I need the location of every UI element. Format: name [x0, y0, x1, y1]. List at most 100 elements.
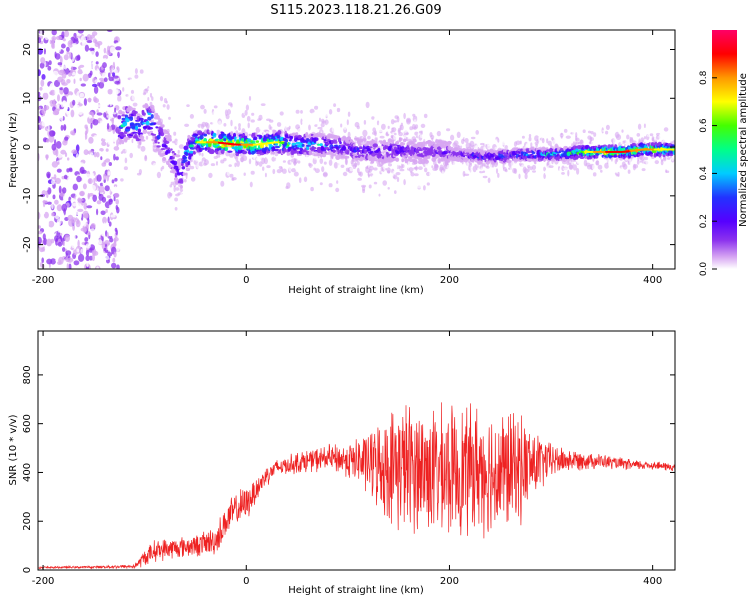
heatmap-cell: [572, 130, 575, 136]
heatmap-cell: [246, 115, 251, 122]
heatmap-cell: [69, 168, 73, 173]
heatmap-cell: [117, 221, 121, 228]
heatmap-cell: [163, 179, 168, 183]
heatmap-cell: [540, 161, 544, 165]
heatmap-cell: [524, 173, 528, 180]
heatmap-cell: [663, 127, 669, 132]
heatmap-cell: [487, 177, 491, 184]
heatmap-cell: [51, 169, 54, 176]
heatmap-cell: [319, 182, 323, 186]
heatmap-cell: [456, 131, 461, 138]
heatmap-cell: [51, 161, 59, 168]
heatmap-cell: [118, 158, 123, 163]
heatmap-cell: [103, 222, 106, 229]
heatmap-cell: [349, 167, 355, 172]
heatmap-cell: [427, 167, 432, 173]
heatmap-cell: [255, 140, 260, 143]
heatmap-cell: [96, 266, 99, 269]
heatmap-cell: [260, 103, 266, 106]
heatmap-cell: [81, 169, 87, 174]
heatmap-cell: [558, 176, 563, 181]
heatmap-cell: [76, 218, 80, 225]
heatmap-cell: [393, 174, 398, 180]
heatmap-cell: [291, 113, 294, 119]
heatmap-cell: [41, 189, 48, 196]
heatmap-cell: [99, 148, 104, 152]
heatmap-cell: [187, 160, 191, 166]
heatmap-cell: [134, 74, 139, 79]
heatmap-cell: [63, 30, 70, 38]
heatmap-cell: [371, 175, 375, 182]
heatmap-cell: [517, 131, 522, 134]
heatmap-cell: [248, 96, 252, 101]
colorbar: 0.00.20.40.60.8 Normalized spectral ampl…: [699, 30, 749, 276]
heatmap-cell: [173, 185, 176, 192]
heatmap-cell: [51, 40, 55, 48]
heatmap-cell: [507, 160, 512, 163]
heatmap-cell: [74, 96, 78, 101]
heatmap-cell: [106, 195, 112, 199]
heatmap-cell: [505, 134, 510, 140]
heatmap-cell: [87, 158, 92, 166]
heatmap-cell: [264, 172, 267, 178]
heatmap-cell: [367, 128, 371, 133]
heatmap-cell: [104, 37, 107, 43]
heatmap-cell: [96, 224, 100, 232]
heatmap-cell: [85, 126, 89, 134]
heatmap-cell: [111, 179, 115, 184]
heatmap-cell: [86, 205, 93, 209]
heatmap-cell: [66, 168, 70, 173]
heatmap-cell: [290, 154, 294, 158]
heatmap-cell: [408, 183, 414, 189]
heatmap-cell: [371, 116, 375, 120]
heatmap-cell: [357, 177, 362, 181]
heatmap-cell: [532, 170, 536, 173]
heatmap-cell: [531, 164, 537, 170]
heatmap-cell: [103, 247, 107, 252]
heatmap-cell: [184, 123, 190, 128]
heatmap-cell: [513, 163, 516, 169]
heatmap-cell: [55, 61, 58, 70]
colorbar-tick-label: 0.2: [699, 214, 709, 228]
heatmap-cell: [75, 153, 80, 161]
heatmap-cell: [398, 132, 403, 137]
heatmap-cell: [302, 168, 307, 174]
heatmap-cell: [138, 117, 144, 121]
heatmap-cell: [314, 105, 319, 110]
heatmap-cell: [88, 136, 94, 144]
heatmap-cell: [38, 190, 43, 195]
heatmap-cell: [52, 233, 55, 239]
heatmap-cell: [76, 248, 80, 253]
heatmap-cell: [609, 164, 615, 168]
heatmap-cell: [142, 112, 146, 116]
heatmap-cell: [131, 94, 136, 101]
heatmap-cell: [96, 68, 99, 75]
heatmap-cell: [387, 125, 390, 130]
heatmap-cell: [103, 160, 107, 165]
heatmap-cell: [548, 160, 551, 167]
heatmap-cell: [203, 108, 207, 114]
heatmap-cell: [214, 178, 217, 184]
heatmap-cell: [52, 70, 59, 76]
heatmap-cell: [406, 117, 411, 123]
heatmap-cell: [71, 149, 78, 154]
heatmap-cell: [333, 162, 338, 169]
heatmap-cell: [38, 138, 41, 143]
heatmap-cell: [71, 65, 74, 74]
heatmap-cell: [115, 205, 119, 210]
heatmap-cell: [592, 172, 597, 177]
heatmap-cell: [63, 124, 67, 131]
heatmap-cell: [192, 150, 196, 155]
heatmap-cell: [105, 255, 110, 261]
heatmap-cell: [89, 228, 96, 235]
heatmap-cell: [169, 196, 175, 201]
heatmap-cell: [92, 234, 96, 242]
heatmap-cell: [644, 156, 649, 161]
heatmap-cell: [66, 79, 71, 84]
heatmap-cell: [67, 94, 73, 103]
heatmap-cell: [382, 180, 388, 186]
heatmap-cell: [348, 123, 353, 130]
heatmap-cell: [105, 89, 108, 96]
heatmap-cell: [352, 143, 356, 147]
heatmap-cell: [108, 162, 113, 166]
